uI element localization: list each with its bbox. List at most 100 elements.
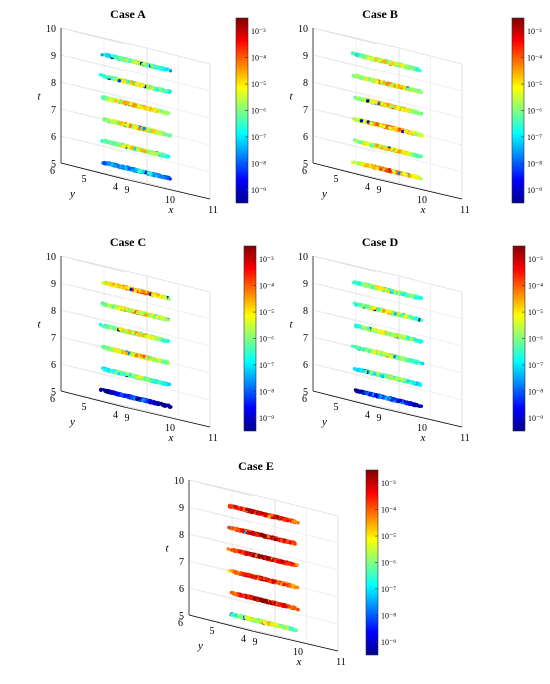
data-point (407, 109, 411, 113)
data-point (161, 131, 165, 135)
data-point (375, 166, 379, 170)
data-point (375, 122, 379, 126)
data-point (379, 167, 383, 171)
colorbar: 10⁻⁹10⁻⁸10⁻⁷10⁻⁶10⁻⁵10⁻⁴10⁻³ (511, 17, 542, 204)
data-point (164, 67, 168, 72)
data-point (105, 140, 110, 145)
data-point (364, 77, 368, 81)
colorbar-tick-label: 10⁻⁹ (251, 186, 266, 195)
colorbar-tick-label: 10⁻⁴ (527, 54, 542, 63)
data-slice (102, 117, 172, 138)
data-point (100, 53, 104, 57)
colorbar-tick-label: 10⁻⁷ (251, 133, 266, 142)
data-point (396, 105, 400, 109)
panel-title: Case B (362, 7, 398, 21)
data-point (382, 146, 386, 150)
data-point (352, 52, 356, 56)
data-point (122, 144, 126, 148)
panel-title: Case C (110, 235, 146, 249)
data-point (130, 145, 134, 150)
data-point (161, 110, 165, 115)
data-point (165, 175, 169, 180)
data-point (399, 63, 404, 67)
data-point (110, 76, 114, 80)
grid-line (60, 255, 125, 273)
data-slice (100, 52, 173, 73)
data-point (102, 139, 106, 143)
y-axis-label: y (321, 188, 327, 200)
data-point (124, 101, 129, 106)
colorbar-tick-label: 10⁻⁸ (251, 159, 266, 168)
data-point (150, 401, 154, 405)
y-tick-label: 5 (82, 174, 87, 185)
data-point (151, 86, 155, 90)
data-point (143, 107, 148, 111)
grid-line (312, 81, 377, 99)
data-point (413, 109, 418, 113)
z-tick-label: 10 (46, 24, 56, 35)
data-slice (101, 366, 172, 387)
grid-line (60, 54, 125, 72)
data-point (360, 162, 365, 166)
data-point (117, 79, 122, 83)
data-point (407, 174, 411, 178)
x-axis-label: x (168, 204, 174, 216)
grid-line (60, 135, 125, 153)
data-point (165, 155, 169, 159)
data-point (388, 169, 392, 173)
y-tick-label: 4 (113, 182, 118, 193)
data-point (160, 152, 164, 156)
data-point (393, 84, 397, 88)
data-point (130, 168, 135, 172)
data-point (386, 147, 391, 151)
data-point (418, 69, 422, 73)
data-point (372, 78, 377, 83)
data-point (403, 150, 407, 155)
data-point (118, 121, 122, 125)
data-point (140, 170, 145, 174)
data-point (153, 129, 158, 134)
data-point (374, 100, 379, 104)
data-slice (351, 73, 424, 95)
data-slice (351, 160, 423, 181)
data-point (142, 126, 146, 131)
data-point (107, 53, 112, 57)
data-point (101, 96, 105, 101)
data-point (123, 79, 127, 83)
colorbar-tick-label: 10⁻³ (527, 27, 542, 36)
data-point (155, 88, 160, 92)
data-point (353, 117, 358, 121)
data-point (120, 393, 124, 397)
data-point (146, 171, 151, 175)
data-point (111, 390, 116, 394)
data-point (405, 87, 410, 91)
data-point (367, 78, 372, 82)
data-point (135, 168, 139, 172)
data-point (419, 176, 423, 181)
data-point (140, 398, 145, 402)
data-point (374, 57, 378, 61)
data-point (356, 118, 360, 122)
x-tick-label: 9 (125, 185, 130, 196)
data-point (121, 100, 125, 105)
data-point (359, 119, 364, 123)
data-slice (99, 387, 173, 409)
data-point (362, 54, 366, 58)
z-tick-label: 9 (51, 51, 56, 62)
data-point (351, 73, 355, 78)
data-point (390, 147, 394, 151)
data-point (123, 58, 128, 62)
panel-title: Case A (110, 7, 146, 21)
z-tick-label: 7 (51, 105, 56, 116)
data-point (150, 151, 154, 156)
data-point (102, 74, 106, 79)
data-point (113, 119, 117, 123)
data-point (369, 100, 373, 104)
data-point (106, 161, 111, 166)
data-point (378, 58, 382, 62)
data-point (388, 126, 392, 130)
data-point (104, 388, 108, 393)
data-point (150, 63, 154, 68)
